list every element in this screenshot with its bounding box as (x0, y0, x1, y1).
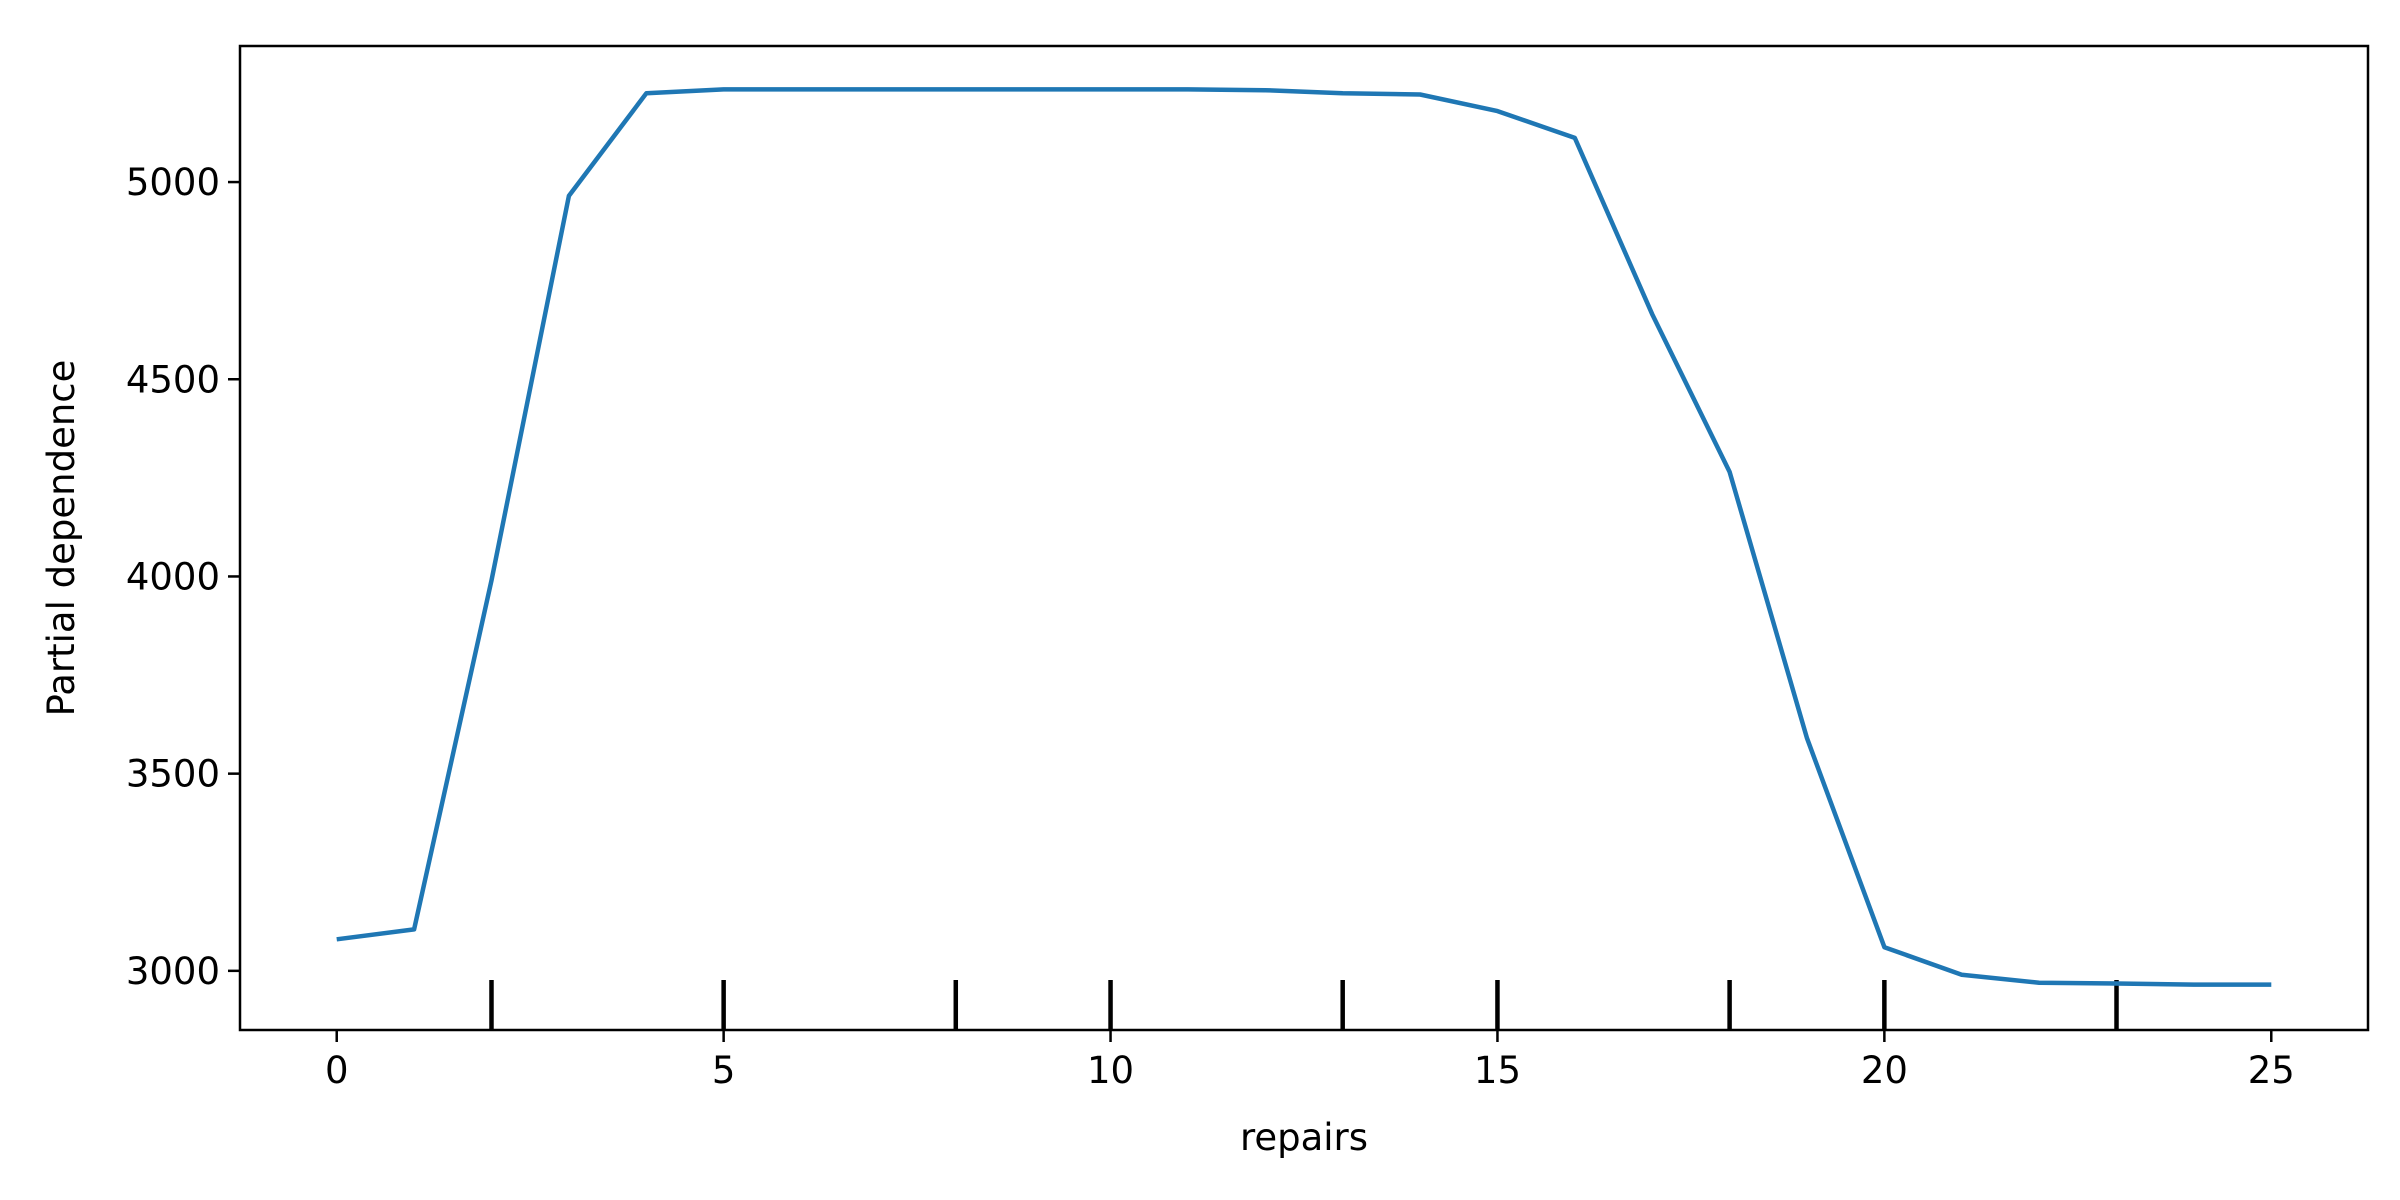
y-tick-label: 5000 (126, 161, 220, 204)
series-layer (336, 87, 2272, 987)
rug-layer (489, 980, 2119, 1030)
x-tick-label: 20 (1861, 1049, 1908, 1092)
x-axis-label: repairs (1240, 1116, 1368, 1159)
y-tick-label: 4000 (126, 555, 220, 598)
y-tick-label: 3500 (126, 753, 220, 796)
x-tick-label: 10 (1087, 1049, 1134, 1092)
y-axis-label: Partial dependence (40, 360, 83, 717)
x-axis: 0 5 10 15 20 25 (325, 1030, 2295, 1092)
series-line (336, 87, 2272, 987)
x-tick-label: 15 (1474, 1049, 1521, 1092)
plot-frame (238, 44, 2370, 1032)
y-axis: 3000 3500 4000 4500 5000 (126, 161, 240, 993)
x-tick-label: 25 (2248, 1049, 2295, 1092)
y-tick-label: 4500 (126, 358, 220, 401)
x-tick-label: 0 (325, 1049, 349, 1092)
x-tick-label: 5 (712, 1049, 736, 1092)
y-tick-label: 3000 (126, 950, 220, 993)
